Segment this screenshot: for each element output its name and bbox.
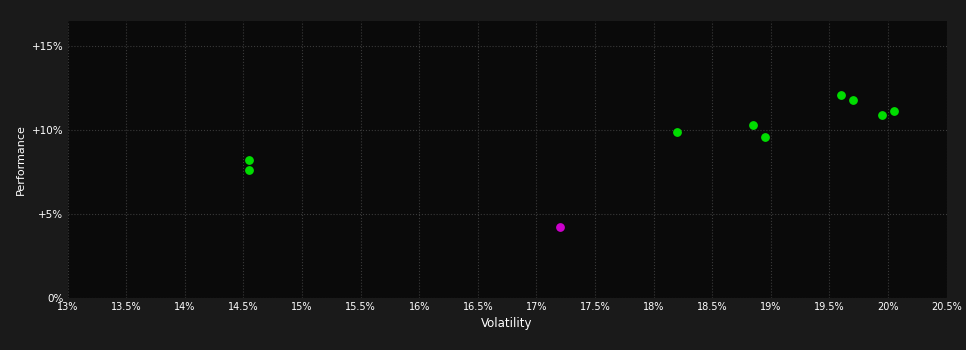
Point [669, 129, 685, 134]
Point [242, 167, 257, 173]
Point [874, 112, 890, 118]
Point [746, 122, 761, 128]
Point [553, 224, 568, 230]
Point [834, 92, 849, 98]
Point [845, 97, 861, 103]
Point [242, 157, 257, 163]
Point [886, 109, 901, 114]
Y-axis label: Performance: Performance [16, 124, 26, 195]
X-axis label: Volatility: Volatility [481, 317, 533, 330]
Point [757, 134, 773, 139]
